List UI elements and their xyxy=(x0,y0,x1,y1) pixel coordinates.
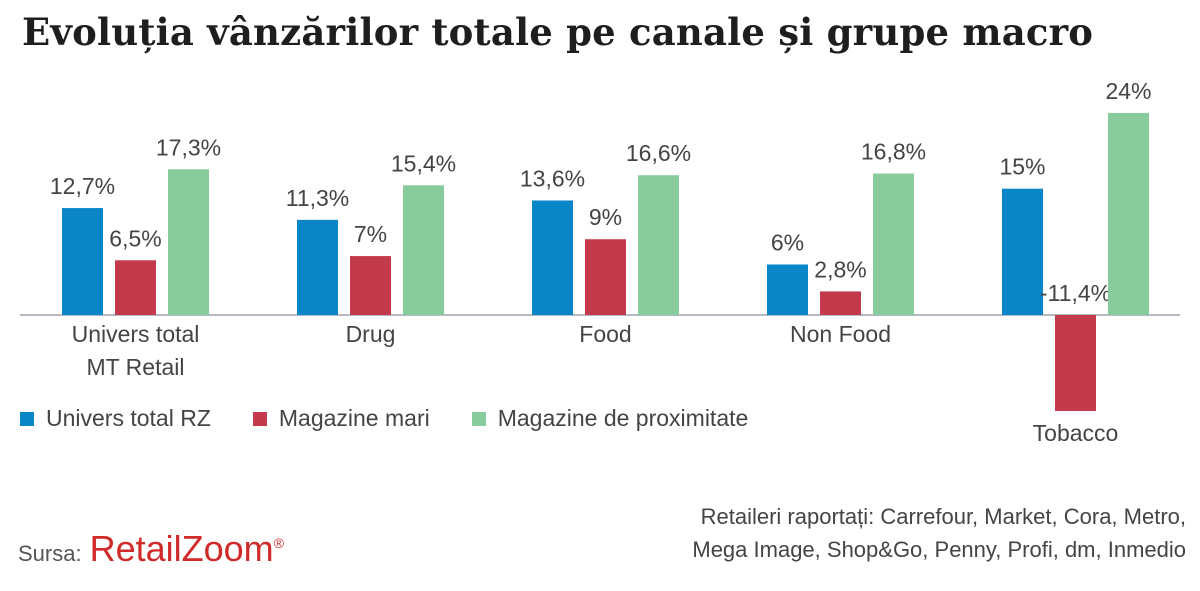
data-label: 17,3% xyxy=(156,134,221,160)
bar-3-5 xyxy=(1108,112,1149,315)
bar-3-4 xyxy=(873,173,914,315)
category-label: Food xyxy=(579,321,631,347)
retailzoom-logo: RetailZoom® xyxy=(90,528,284,570)
bar-3-3 xyxy=(638,175,679,315)
data-label: 6,5% xyxy=(109,225,161,251)
bar-1-2 xyxy=(297,219,338,315)
data-label: 24% xyxy=(1105,78,1151,104)
bar-3-1 xyxy=(168,169,209,315)
category-label: MT Retail xyxy=(87,354,185,380)
data-label: 16,6% xyxy=(626,140,691,166)
bar-1-3 xyxy=(532,200,573,315)
category-label: Non Food xyxy=(790,321,891,347)
bar-2-5 xyxy=(1055,315,1096,411)
data-label: 15,4% xyxy=(391,150,456,176)
data-label: -11,4% xyxy=(1040,280,1111,306)
source: Sursa: RetailZoom® xyxy=(18,528,284,570)
legend-label: Magazine de proximitate xyxy=(497,405,749,431)
bar-3-2 xyxy=(403,185,444,315)
legend-item-magazine-mari: Magazine mari xyxy=(252,405,430,432)
brand-name: RetailZoom xyxy=(89,528,274,569)
bar-1-1 xyxy=(62,208,103,315)
data-label: 13,6% xyxy=(520,165,585,191)
legend-item-magazine-de-proximitate: Magazine de proximitate xyxy=(471,405,749,432)
legend-item-univers-total-rz: Univers total RZ xyxy=(20,405,211,432)
data-label: 9% xyxy=(589,204,622,230)
retailers-note-line2: Mega Image, Shop&Go, Penny, Profi, dm, I… xyxy=(692,537,1186,562)
retailers-note: Retaileri raportați: Carrefour, Market, … xyxy=(692,500,1186,566)
category-label: Tobacco xyxy=(1033,420,1119,446)
category-label: Univers total xyxy=(72,321,200,347)
data-label: 6% xyxy=(771,229,804,255)
retailers-note-line1: Retaileri raportați: Carrefour, Market, … xyxy=(700,504,1186,529)
bar-2-2 xyxy=(350,256,391,315)
bar-2-3 xyxy=(585,239,626,315)
legend-label: Magazine mari xyxy=(278,405,430,431)
legend: Univers total RZ Magazine mari Magazine … xyxy=(20,405,790,432)
category-label: Drug xyxy=(346,321,396,347)
source-label: Sursa: xyxy=(18,541,82,566)
data-label: 12,7% xyxy=(50,173,115,199)
legend-swatch-green xyxy=(471,411,486,426)
data-label: 7% xyxy=(354,221,387,247)
data-label: 16,8% xyxy=(861,139,926,165)
legend-swatch-blue xyxy=(20,411,34,426)
bar-1-5 xyxy=(1002,188,1043,315)
legend-label: Univers total RZ xyxy=(46,405,211,431)
bar-1-4 xyxy=(767,264,808,315)
bar-2-1 xyxy=(115,260,156,315)
data-label: 11,3% xyxy=(286,185,350,211)
registered-mark: ® xyxy=(273,535,284,551)
data-label: 2,8% xyxy=(814,256,866,282)
bar-2-4 xyxy=(820,291,861,315)
legend-swatch-red xyxy=(252,411,267,426)
chart-title: Evoluția vânzărilor totale pe canale și … xyxy=(22,10,1094,54)
data-label: 15% xyxy=(999,154,1045,180)
